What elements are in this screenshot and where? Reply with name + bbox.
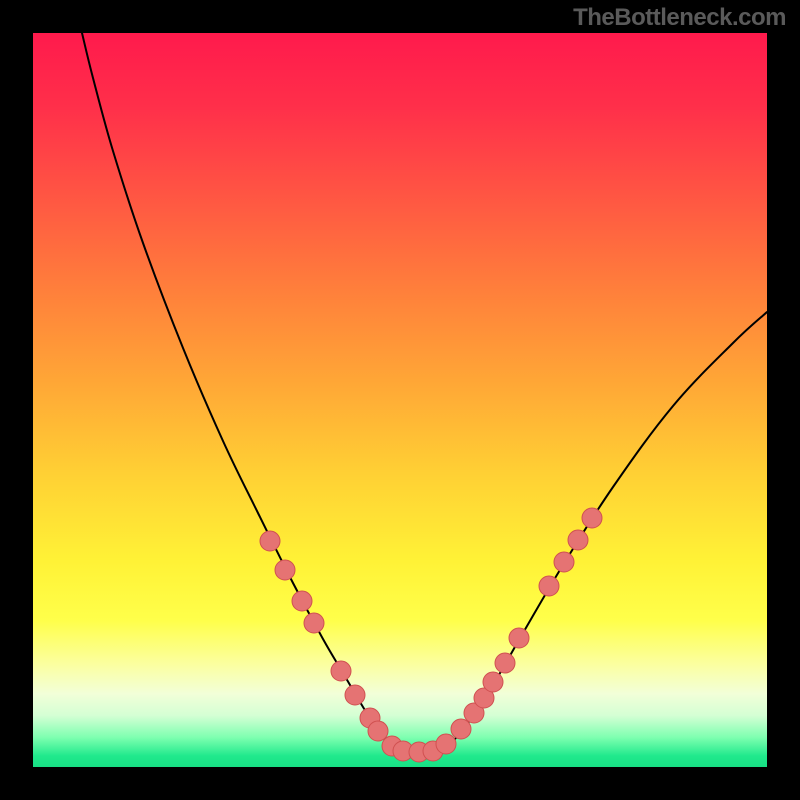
- data-marker: [331, 661, 351, 681]
- data-marker: [275, 560, 295, 580]
- data-marker: [368, 721, 388, 741]
- data-marker: [304, 613, 324, 633]
- data-marker: [345, 685, 365, 705]
- data-marker: [554, 552, 574, 572]
- data-marker: [509, 628, 529, 648]
- data-marker: [260, 531, 280, 551]
- data-marker: [483, 672, 503, 692]
- data-marker: [539, 576, 559, 596]
- data-marker: [568, 530, 588, 550]
- data-marker: [292, 591, 312, 611]
- data-marker: [451, 719, 471, 739]
- data-marker: [436, 734, 456, 754]
- chart-background: [33, 33, 767, 767]
- chart-frame: TheBottleneck.com: [0, 0, 800, 800]
- bottleneck-chart: [33, 33, 767, 767]
- data-marker: [582, 508, 602, 528]
- data-marker: [495, 653, 515, 673]
- watermark-text: TheBottleneck.com: [573, 4, 786, 32]
